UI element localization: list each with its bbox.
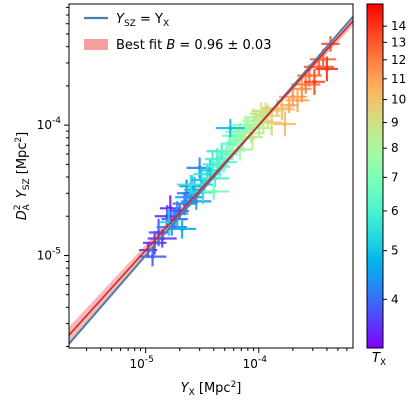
y-axis-label: D2A YSZ [Mpc2] xyxy=(13,132,32,221)
point-marker xyxy=(295,98,300,103)
point-marker xyxy=(303,82,308,87)
legend-band-swatch xyxy=(84,39,108,50)
identity-relation-line xyxy=(69,15,353,345)
point-marker xyxy=(192,187,197,192)
y-tick-label: 10-4 xyxy=(37,116,62,132)
colorbar-tick-label: 12 xyxy=(391,53,406,67)
x-tick-label: 10-5 xyxy=(130,355,154,371)
point-marker xyxy=(312,79,317,85)
data-point xyxy=(176,174,205,195)
legend-identity-sub1: SZ xyxy=(124,19,136,29)
point-marker xyxy=(224,151,229,157)
data-point xyxy=(315,56,339,82)
point-marker xyxy=(320,57,326,62)
colorbar-tick-label: 7 xyxy=(391,170,399,184)
point-marker xyxy=(207,168,213,173)
point-marker xyxy=(299,86,305,92)
data-point xyxy=(210,151,237,173)
point-marker xyxy=(307,73,312,78)
point-marker xyxy=(245,122,251,128)
data-point xyxy=(261,109,283,136)
data-point xyxy=(200,169,230,188)
point-marker xyxy=(290,94,296,99)
y-axis-ticks: 10-5 10-4 xyxy=(37,6,69,348)
relation-lines xyxy=(69,15,353,345)
point-marker xyxy=(205,172,210,177)
legend-bestfit-italic: B xyxy=(166,38,175,53)
x-tick-label: 10-4 xyxy=(243,355,268,371)
data-point xyxy=(138,246,167,267)
y-tick-label: 10-5 xyxy=(37,246,61,262)
point-marker xyxy=(282,121,288,127)
data-point xyxy=(215,118,245,138)
data-points xyxy=(138,36,340,267)
point-marker xyxy=(179,226,185,232)
colorbar-tick-label: 8 xyxy=(391,141,399,155)
legend-identity-main: Y xyxy=(116,12,125,27)
colorbar-tick-label: 10 xyxy=(391,93,406,107)
colorbar-tick-label: 13 xyxy=(391,35,406,49)
point-marker xyxy=(231,133,236,138)
best-fit-line xyxy=(69,20,353,336)
colorbar-tick-label: 4 xyxy=(391,292,399,306)
colorbar-tick-label: 6 xyxy=(391,204,399,218)
plot-area xyxy=(69,15,353,345)
data-point xyxy=(292,75,312,103)
legend-identity-mid: = Y xyxy=(136,12,163,27)
point-marker xyxy=(286,103,292,108)
colorbar-tick-label: 11 xyxy=(391,72,406,86)
colorbar-tick-label: 9 xyxy=(391,116,399,130)
data-point xyxy=(209,153,230,180)
point-marker xyxy=(211,189,216,194)
colorbar-tick-label: 14 xyxy=(391,19,406,33)
data-point xyxy=(273,111,296,137)
point-marker xyxy=(250,134,255,140)
colorbar-label-main: T xyxy=(372,351,381,366)
x-axis-ticks: 10-5 10-4 xyxy=(86,348,348,371)
colorbar xyxy=(366,3,384,349)
plot-frame xyxy=(68,3,354,349)
colorbar-label: TX xyxy=(372,351,386,368)
point-marker xyxy=(210,162,215,167)
point-marker xyxy=(215,156,220,162)
legend-entry-best-fit: Best fit B = 0.96 ± 0.03 xyxy=(116,38,271,53)
point-marker xyxy=(279,107,285,112)
point-marker xyxy=(150,254,155,259)
legend-entry-identity: YSZ = YX xyxy=(116,12,169,29)
legend: YSZ = YX Best fit B = 0.96 ± 0.03 xyxy=(84,12,271,53)
data-point xyxy=(242,124,263,151)
data-point xyxy=(168,219,196,239)
point-marker xyxy=(228,125,233,131)
data-point xyxy=(303,68,325,95)
legend-bestfit-text: Best fit xyxy=(116,38,166,53)
point-marker xyxy=(227,141,232,146)
point-marker xyxy=(188,182,193,187)
point-marker xyxy=(184,191,189,196)
colorbar-ticks: 4 5 6 7 8 9 10 11 12 13 14 xyxy=(383,19,406,306)
colorbar-tick-label: 5 xyxy=(391,244,399,258)
legend-identity-sub2: X xyxy=(163,19,169,29)
data-point xyxy=(285,88,310,113)
point-marker xyxy=(194,199,199,204)
legend-bestfit-value: = 0.96 ± 0.03 xyxy=(175,38,271,53)
point-marker xyxy=(324,66,330,72)
point-marker xyxy=(269,120,274,125)
x-axis-label: YX [Mpc2] xyxy=(181,380,242,398)
data-point xyxy=(198,182,229,200)
colorbar-label-sub: X xyxy=(380,358,386,368)
